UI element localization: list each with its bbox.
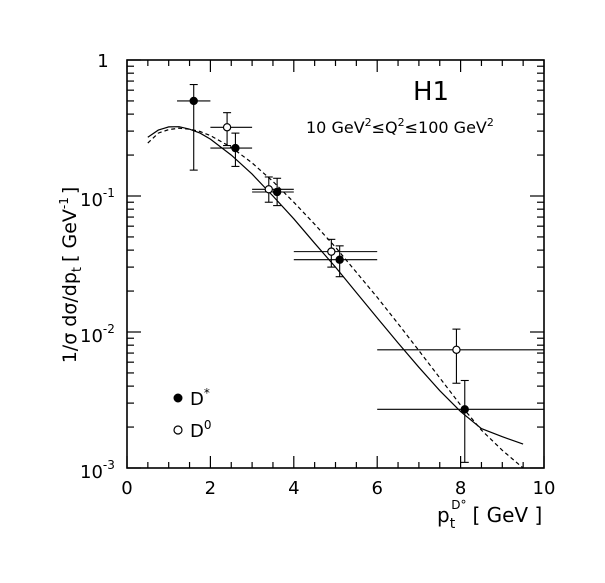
y-axis-label: 1/σ dσ/dpt [ GeV-1] <box>57 187 85 364</box>
x-tick-label: 10 <box>533 478 556 499</box>
y-tick-base: 10 <box>80 326 103 347</box>
theory-curves <box>147 126 524 469</box>
data-point-dstar <box>177 83 211 171</box>
legend-d0-main: D <box>190 421 204 442</box>
x-label-sup: D° <box>451 498 466 512</box>
y-tick-labels: 110-110-210-3 <box>80 51 115 483</box>
marker-filled <box>189 96 198 106</box>
x-tick-label: 6 <box>371 478 382 499</box>
kin-sup-3: 2 <box>487 116 494 129</box>
data-point-dstar <box>377 379 544 463</box>
experiment-label: H1 <box>413 77 449 107</box>
data-points <box>177 83 544 463</box>
y-label-unit-close: ] <box>59 187 81 194</box>
x-label-sub: t <box>450 516 456 532</box>
legend: D* D0 <box>173 386 212 442</box>
legend-label-dstar: D* <box>190 386 210 410</box>
y-tick-label: 10-2 <box>80 322 115 347</box>
legend-dstar-main: D <box>190 389 204 410</box>
y-tick-base: 10 <box>80 190 103 211</box>
y-tick-label: 10-1 <box>80 186 115 211</box>
data-point-d0 <box>252 176 294 203</box>
kin-sup-1: 2 <box>365 116 372 129</box>
legend-marker-d0 <box>173 425 183 435</box>
x-tick-label: 4 <box>288 478 299 499</box>
legend-marker-dstar <box>173 393 183 403</box>
x-tick-label: 0 <box>121 478 132 499</box>
data-point-dstar <box>252 177 294 207</box>
y-tick-exponent: -1 <box>103 186 115 200</box>
kin-sup-2: 2 <box>398 116 405 129</box>
x-tick-labels: 0 2 4 6 8 10 <box>121 478 555 499</box>
kinematic-range-label: 10 GeV2≤Q2≤100 GeV2 <box>306 116 494 137</box>
y-tick-label: 10-3 <box>80 458 115 483</box>
x-label-main: p <box>437 503 450 527</box>
y-tick-exponent: -2 <box>103 322 115 336</box>
data-point-d0 <box>210 112 253 147</box>
y-label-base: 1/σ dσ/dp <box>59 272 81 363</box>
y-tick-label: 1 <box>97 51 108 72</box>
marker-filled <box>460 405 469 414</box>
x-label-unit: [ GeV ] <box>472 503 542 527</box>
marker-open <box>264 185 273 194</box>
data-point-dstar <box>293 245 378 278</box>
kin-rel-2: ≤ <box>405 118 418 137</box>
y-label-unit-sup: -1 <box>57 197 71 209</box>
y-tick-base: 10 <box>80 462 103 483</box>
kin-q-lo: 10 GeV <box>306 118 365 137</box>
legend-d0-sup: 0 <box>204 418 212 432</box>
marker-filled <box>231 143 240 153</box>
kin-rel-1: ≤ <box>372 118 385 137</box>
marker-filled <box>272 187 282 197</box>
kin-q-hi: 100 GeV <box>418 118 487 137</box>
x-tick-label: 2 <box>205 478 216 499</box>
data-point-dstar <box>210 132 253 167</box>
legend-dstar-sup: * <box>204 386 210 400</box>
y-tick-exponent: -3 <box>103 458 115 472</box>
x-axis-label: pt D° [ GeV ] <box>437 498 542 532</box>
axis-ticks <box>126 59 545 469</box>
data-point-d0 <box>377 328 544 384</box>
marker-open <box>222 123 232 132</box>
x-tick-label: 8 <box>455 478 466 499</box>
solid-curve <box>147 126 524 445</box>
marker-open <box>327 247 336 256</box>
marker-filled <box>335 255 344 264</box>
kin-q: Q <box>385 118 398 137</box>
dashed-curve <box>147 127 524 469</box>
y-label-unit-open: [ GeV <box>59 209 81 262</box>
data-point-d0 <box>293 238 378 268</box>
marker-open <box>452 345 461 354</box>
y-label-sub: t <box>70 267 85 272</box>
legend-label-d0: D0 <box>190 418 212 442</box>
